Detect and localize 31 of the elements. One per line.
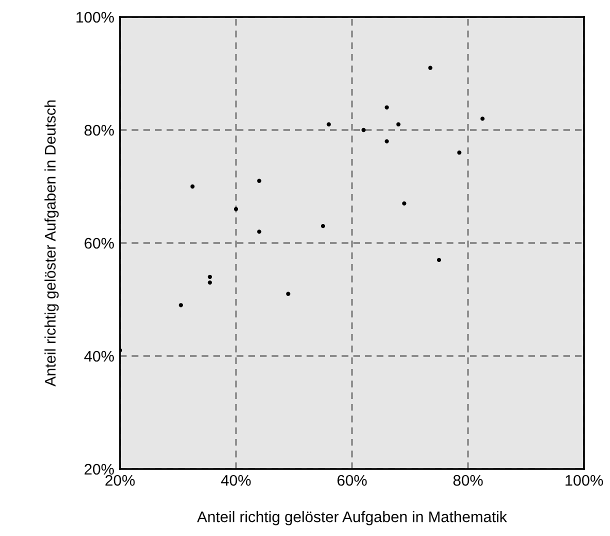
point — [436, 258, 442, 262]
point — [320, 224, 326, 228]
point — [402, 201, 406, 206]
point — [234, 207, 238, 212]
x-tick-label: 40% — [221, 474, 251, 486]
y-tick-label: 20% — [84, 464, 114, 475]
x-axis-title: Anteil richtig gelöster Aufgaben in Mathematik — [197, 511, 508, 526]
point — [384, 139, 389, 144]
point — [428, 66, 432, 70]
point — [208, 274, 212, 279]
y-tick-label: 100% — [76, 12, 114, 23]
point — [257, 178, 262, 183]
point — [208, 280, 212, 285]
point — [286, 292, 290, 296]
y-tick-label: 80% — [84, 124, 114, 136]
x-tick-label: 60% — [337, 474, 367, 486]
x-tick-label: 20% — [105, 474, 135, 486]
point — [178, 303, 183, 308]
point — [384, 105, 389, 110]
point — [257, 230, 262, 234]
point — [326, 122, 331, 126]
point — [362, 128, 366, 132]
y-tick-label: 60% — [84, 238, 114, 249]
x-tick-label: 80% — [453, 474, 483, 486]
point — [396, 122, 400, 126]
point — [480, 116, 485, 121]
y-axis-title: Anteil richtig gelöster Aufgaben in Deutsch — [44, 100, 59, 386]
y-tick-label: 40% — [84, 350, 114, 362]
x-tick-label: 100% — [566, 474, 603, 486]
point — [457, 150, 462, 155]
point — [190, 184, 195, 189]
